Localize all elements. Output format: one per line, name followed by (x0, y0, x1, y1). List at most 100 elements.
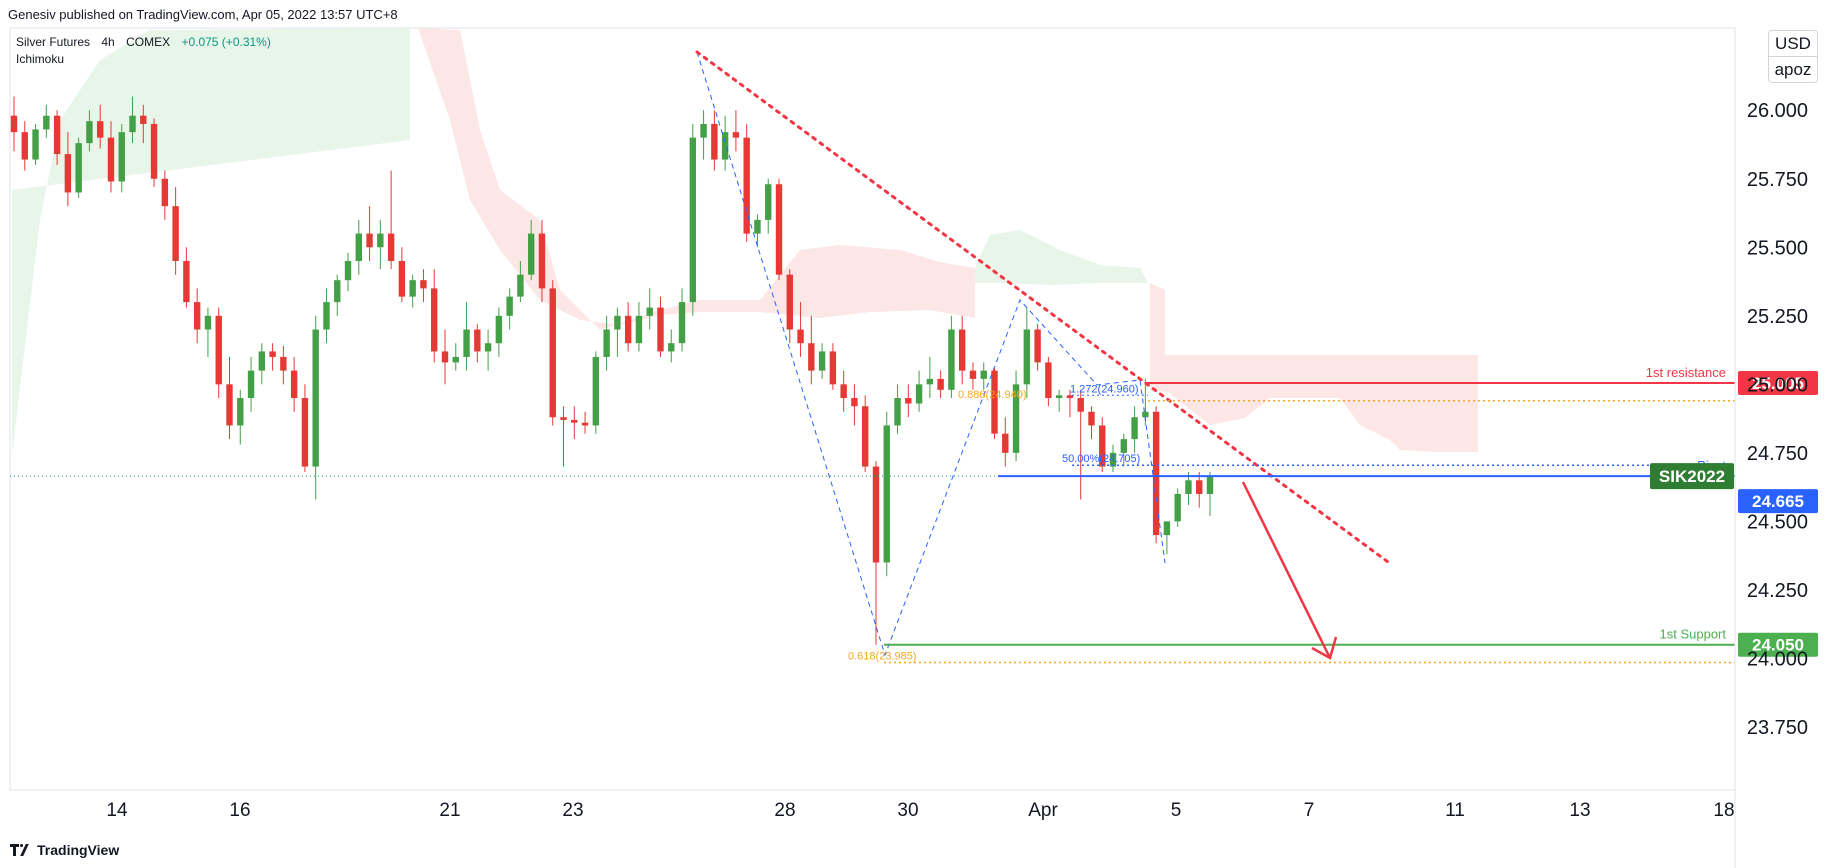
candle-body (280, 356, 287, 371)
symbol-tag (1650, 463, 1734, 490)
candle-body (118, 132, 125, 182)
candle-body (1012, 384, 1020, 453)
candle-body (75, 143, 82, 193)
candle-body (140, 115, 147, 124)
cloud-area (418, 28, 975, 330)
candle-body (366, 233, 373, 248)
projection-arrow-head (1311, 636, 1338, 660)
candle-body (883, 425, 890, 563)
candle-body (894, 398, 901, 426)
candle-body (161, 178, 169, 207)
candle-body (226, 384, 233, 426)
tradingview-logo-icon (10, 844, 32, 856)
candle-body (204, 315, 212, 330)
candle-body (581, 422, 589, 426)
candle-body (743, 137, 750, 234)
candle-body (527, 233, 535, 275)
symbol-name: Silver Futures (16, 35, 91, 49)
candle-body (1002, 433, 1009, 453)
candle-body (107, 137, 115, 182)
price-tag-label: 24.050 (1752, 636, 1804, 655)
candle-body (21, 132, 28, 160)
candle-body (689, 137, 697, 303)
x-tick-label: 23 (562, 800, 583, 821)
candle-body (732, 132, 740, 138)
candle-body (96, 121, 104, 138)
y-tick-label: 24.500 (1747, 511, 1808, 533)
x-tick-label: 5 (1171, 800, 1182, 821)
level-label: 1st Support (1660, 627, 1727, 642)
candle-body (43, 115, 50, 130)
candle-body (463, 329, 470, 357)
candle-body (86, 121, 93, 144)
candle-body (1109, 452, 1117, 467)
chart-legend[interactable]: Silver Futures 4h COMEX +0.075 (+0.31%) … (16, 34, 271, 68)
fib-annotation: 50.00%(24.705) (1062, 453, 1140, 465)
candle-body (635, 315, 643, 344)
candle-body (129, 115, 136, 133)
candle-body (387, 233, 395, 261)
x-tick-label: 7 (1304, 800, 1315, 821)
change-value: +0.075 (+0.31%) (181, 35, 271, 49)
candle-body (668, 343, 675, 352)
cloud-area (975, 230, 1148, 285)
candle-body (377, 233, 384, 248)
published-info: Genesiv published on TradingView.com, Ap… (8, 7, 398, 22)
price-tag (1738, 632, 1818, 657)
candle-body (818, 351, 826, 371)
candle-body (172, 206, 179, 261)
currency-unit[interactable]: USD (1769, 31, 1817, 57)
symbol-line[interactable]: Silver Futures 4h COMEX +0.075 (+0.31%) (16, 34, 271, 51)
tradingview-footer[interactable]: TradingView (10, 842, 119, 858)
cloud-area (12, 28, 410, 455)
candle-body (571, 419, 578, 423)
candle-body (937, 378, 944, 390)
candle-body (312, 329, 319, 467)
candle-body (398, 260, 406, 297)
candle-body (10, 115, 18, 133)
publish-bar: Genesiv published on TradingView.com, Ap… (0, 0, 1834, 28)
candle-body (980, 370, 987, 379)
candle-body (1163, 521, 1171, 536)
candle-body (1185, 480, 1192, 494)
descending-trendline (695, 50, 1390, 564)
candle-body (969, 370, 977, 379)
candle-body (237, 398, 244, 426)
candle-body (991, 370, 998, 434)
candle-body (1034, 329, 1041, 363)
y-tick-label: 24.000 (1747, 648, 1808, 670)
candle-body (1120, 439, 1128, 453)
candle-body (495, 315, 503, 344)
candle-body (700, 123, 707, 138)
candle-body (150, 123, 158, 179)
candle-body (926, 378, 934, 385)
candle-body (247, 370, 255, 399)
candle-body (797, 329, 804, 344)
currency-selector[interactable]: USD apoz (1768, 30, 1818, 83)
candle-body (215, 315, 222, 385)
candle-body (474, 329, 481, 352)
candle-body (290, 370, 298, 399)
candle-body (441, 351, 449, 363)
candle-body (1174, 493, 1181, 522)
price-tag (1738, 370, 1818, 395)
candle-body (1099, 425, 1106, 467)
candle-body (905, 398, 912, 404)
candle-body (958, 329, 966, 371)
price-tag-label: 25.005 (1752, 374, 1804, 393)
fib-annotation: 1.272(24.960) (1070, 383, 1139, 395)
candle-body (840, 384, 847, 399)
candle-body (1131, 417, 1138, 440)
price-tag (1738, 489, 1818, 514)
x-tick-label: 13 (1569, 800, 1590, 821)
y-tick-label: 25.000 (1747, 374, 1808, 396)
harmonic-pattern (696, 51, 1166, 657)
candle-body (851, 398, 858, 407)
x-tick-label: 16 (229, 800, 250, 821)
candle-body (624, 315, 632, 344)
candle-body (323, 302, 330, 330)
symbol-tag-label: SIK2022 (1659, 467, 1725, 486)
candle-body (775, 184, 783, 275)
cloud-area (1150, 283, 1478, 452)
indicator-name[interactable]: Ichimoku (16, 52, 65, 66)
